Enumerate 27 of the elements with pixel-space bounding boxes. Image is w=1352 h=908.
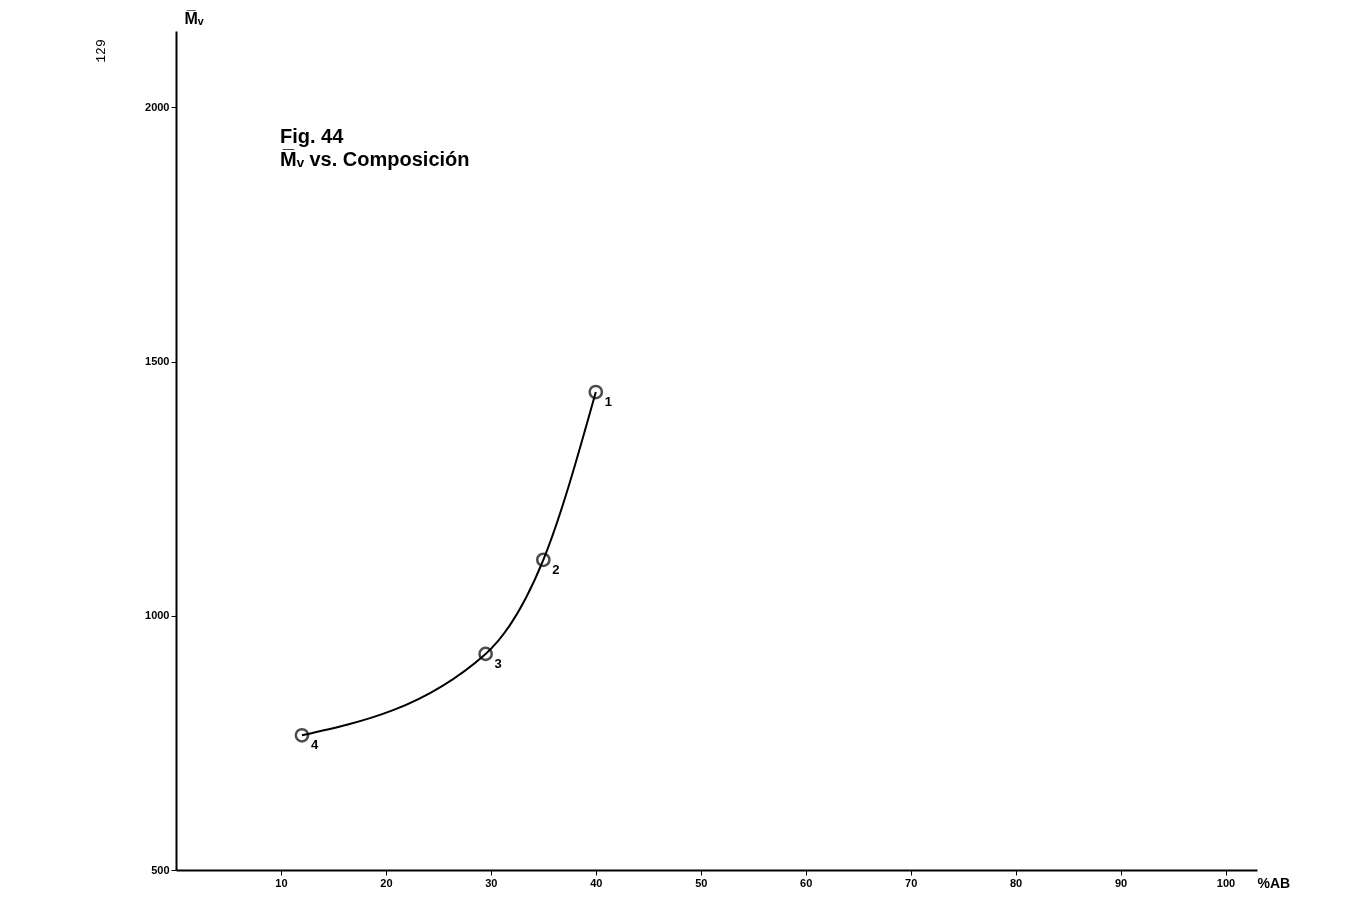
- y-tick-label: 1000: [145, 609, 170, 622]
- x-tick-label: 90: [1114, 876, 1128, 889]
- y-tick-label: 500: [151, 863, 170, 876]
- x-tick-label: 30: [485, 876, 498, 889]
- annotation: 1: [604, 394, 613, 410]
- y-axis-title: M̅ᵥ: [184, 9, 204, 27]
- text: 129: [94, 39, 109, 63]
- annotation: 3: [494, 655, 502, 671]
- y-tick-label: 2000: [145, 100, 170, 113]
- point: [535, 552, 551, 568]
- point: [294, 727, 310, 743]
- x-axis-title: %AB: [1257, 874, 1291, 891]
- x-tick-label: 80: [1009, 876, 1023, 889]
- y-tick-label: 1500: [145, 355, 170, 368]
- x-tick-label: 60: [800, 876, 813, 889]
- x-tick-label: 20: [380, 876, 393, 889]
- text: Fig. 44: [280, 125, 345, 147]
- x-tick-label: 10: [275, 876, 288, 889]
- annotation: 4: [310, 737, 319, 753]
- x-tick-label: 50: [695, 876, 708, 889]
- x-tick-label: 70: [905, 876, 918, 889]
- x-tick-label: 100: [1216, 876, 1236, 889]
- text: M̅ᵥ vs. Composición: [280, 148, 470, 170]
- point: [478, 646, 493, 662]
- annotation: 2: [552, 561, 560, 577]
- x-tick-label: 40: [590, 876, 603, 889]
- point: [588, 384, 604, 400]
